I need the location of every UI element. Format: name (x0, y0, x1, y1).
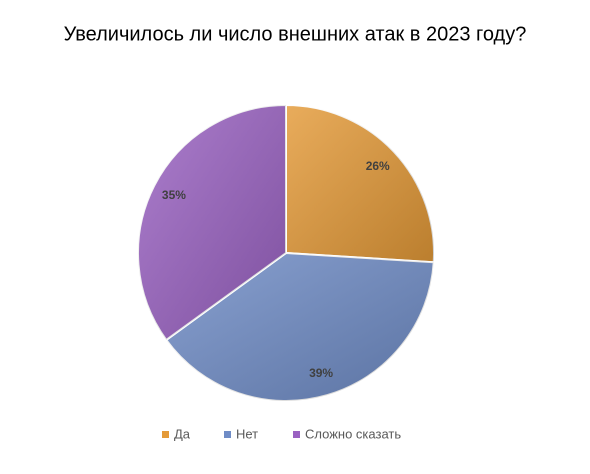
slice-shade (138, 105, 286, 340)
legend-swatch (162, 431, 169, 438)
legend-label: Да (174, 426, 191, 441)
legend-label: Нет (236, 426, 258, 441)
data-label: 26% (366, 159, 390, 173)
slice-shade (286, 105, 434, 263)
slice-shade (166, 253, 434, 402)
data-label: 35% (162, 188, 186, 202)
legend-swatch (224, 431, 231, 438)
chart-title: Увеличилось ли число внешних атак в 2023… (64, 23, 527, 45)
legend-label: Сложно сказать (305, 426, 401, 441)
legend-swatch (293, 431, 300, 438)
data-label: 39% (309, 366, 333, 380)
